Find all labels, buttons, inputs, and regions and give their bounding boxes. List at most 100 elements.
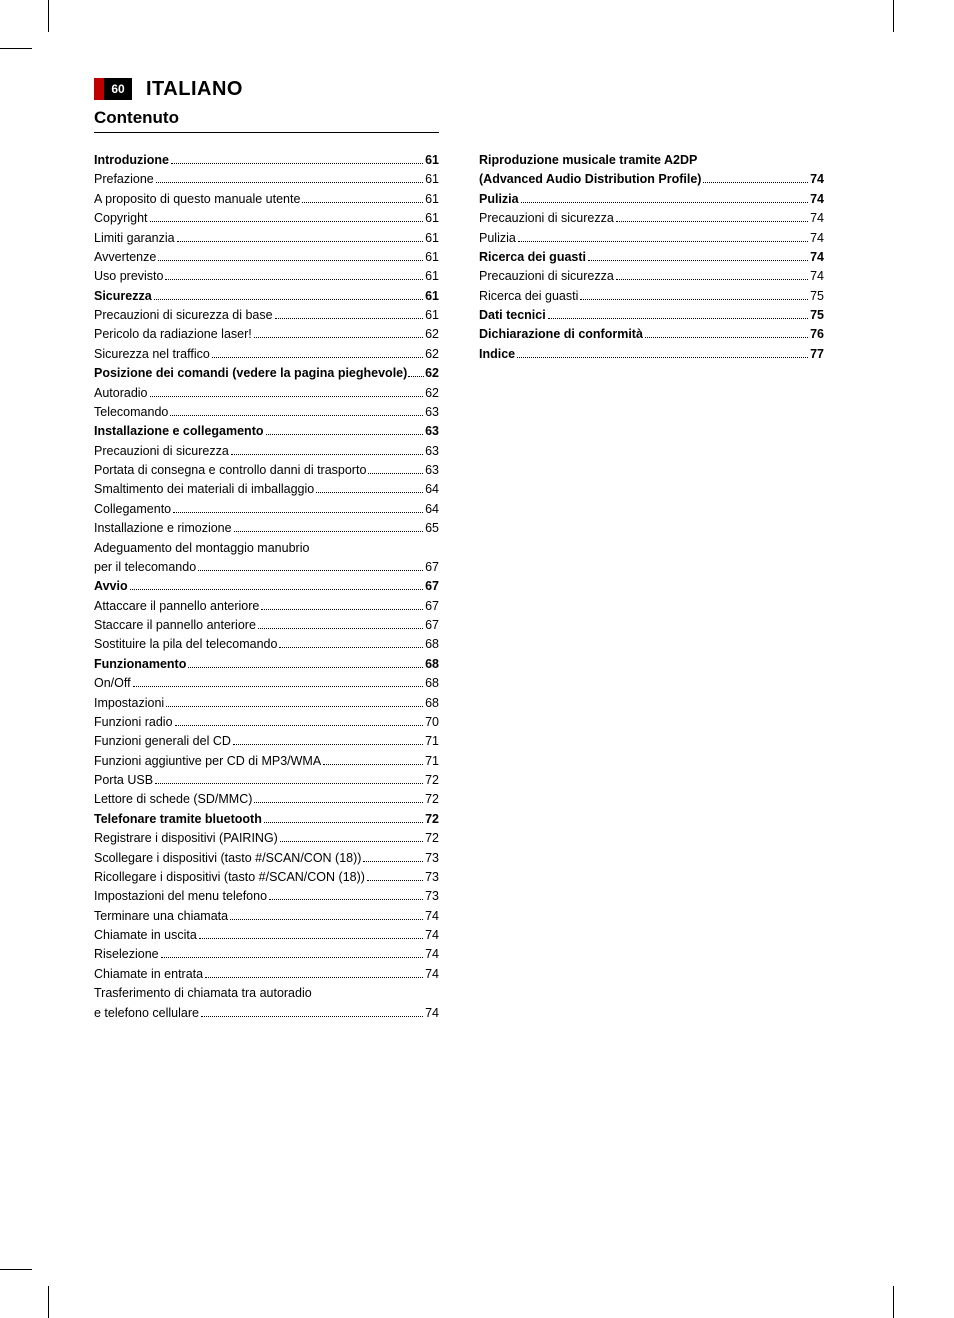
toc-label: Telefonare tramite bluetooth xyxy=(94,810,262,829)
toc-entry: Funzionamento68 xyxy=(94,655,439,674)
toc-entry: Precauzioni di sicurezza74 xyxy=(479,209,824,228)
toc-page-number: 64 xyxy=(425,500,439,519)
toc-page-number: 72 xyxy=(425,829,439,848)
toc-label: Avvio xyxy=(94,577,128,596)
toc-label: On/Off xyxy=(94,674,131,693)
toc-entry: Impostazioni del menu telefono73 xyxy=(94,887,439,906)
page-container: 60 ITALIANO Contenuto Introduzione61Pref… xyxy=(94,78,864,1023)
toc-page-number: 74 xyxy=(810,248,824,267)
toc-entry: Trasferimento di chiamata tra autoradio xyxy=(94,984,439,1003)
toc-entry: Riproduzione musicale tramite A2DP xyxy=(479,151,824,170)
toc-page-number: 67 xyxy=(425,616,439,635)
toc-page-number: 74 xyxy=(810,267,824,286)
toc-page-number: 74 xyxy=(425,1004,439,1023)
toc-leader-dots xyxy=(588,260,808,261)
toc-entry: Lettore di schede (SD/MMC)72 xyxy=(94,790,439,809)
toc-leader-dots xyxy=(254,802,423,803)
toc-label: Terminare una chiamata xyxy=(94,907,228,926)
toc-page-number: 61 xyxy=(425,287,439,306)
toc-page-number: 65 xyxy=(425,519,439,538)
toc-leader-dots xyxy=(177,241,424,242)
toc-page-number: 62 xyxy=(425,345,439,364)
toc-label: Registrare i dispositivi (PAIRING) xyxy=(94,829,278,848)
toc-label: (Advanced Audio Distribution Profile) xyxy=(479,170,701,189)
toc-page-number: 74 xyxy=(425,907,439,926)
toc-label: Sicurezza nel traffico xyxy=(94,345,210,364)
toc-leader-dots xyxy=(275,318,424,319)
toc-entry: Adeguamento del montaggio manubrio xyxy=(94,539,439,558)
toc-entry: Uso previsto61 xyxy=(94,267,439,286)
toc-leader-dots xyxy=(154,299,423,300)
toc-column-left: Introduzione61Prefazione61A proposito di… xyxy=(94,151,439,1023)
toc-page-number: 76 xyxy=(810,325,824,344)
toc-label: Installazione e collegamento xyxy=(94,422,264,441)
toc-leader-dots xyxy=(323,764,423,765)
toc-leader-dots xyxy=(133,686,424,687)
toc-page-number: 61 xyxy=(425,170,439,189)
toc-page-number: 70 xyxy=(425,713,439,732)
toc-leader-dots xyxy=(580,299,808,300)
toc-page-number: 74 xyxy=(425,926,439,945)
toc-entry: Posizione dei comandi (vedere la pagina … xyxy=(94,364,439,383)
toc-page-number: 61 xyxy=(425,190,439,209)
toc-leader-dots xyxy=(518,241,808,242)
toc-page-number: 63 xyxy=(425,442,439,461)
toc-entry: Dati tecnici75 xyxy=(479,306,824,325)
toc-leader-dots xyxy=(521,202,809,203)
toc-leader-dots xyxy=(548,318,808,319)
toc-label: Pulizia xyxy=(479,190,519,209)
toc-entry: Registrare i dispositivi (PAIRING) 72 xyxy=(94,829,439,848)
toc-leader-dots xyxy=(261,609,423,610)
toc-page-number: 68 xyxy=(425,635,439,654)
toc-label: Posizione dei comandi (vedere la pagina … xyxy=(94,364,407,383)
toc-page-number: 61 xyxy=(425,248,439,267)
toc-label: Pericolo da radiazione laser! xyxy=(94,325,252,344)
toc-leader-dots xyxy=(517,357,808,358)
toc-column-right: Riproduzione musicale tramite A2DP(Advan… xyxy=(479,151,824,1023)
toc-entry: Porta USB72 xyxy=(94,771,439,790)
toc-leader-dots xyxy=(156,182,423,183)
toc-entry: Dichiarazione di conformità76 xyxy=(479,325,824,344)
header-bar: 60 ITALIANO xyxy=(94,78,864,100)
crop-mark xyxy=(0,1269,32,1270)
toc-leader-dots xyxy=(231,454,423,455)
toc-entry: Ricerca dei guasti74 xyxy=(479,248,824,267)
toc-leader-dots xyxy=(161,957,423,958)
toc-label: Chiamate in uscita xyxy=(94,926,197,945)
toc-leader-dots xyxy=(150,396,424,397)
crop-mark xyxy=(893,0,894,32)
toc-leader-dots xyxy=(230,919,423,920)
crop-mark xyxy=(0,48,32,49)
crop-mark xyxy=(48,1286,49,1318)
toc-leader-dots xyxy=(254,337,423,338)
toc-label: Scollegare i dispositivi (tasto #/SCAN/C… xyxy=(94,849,361,868)
toc-entry: Limiti garanzia 61 xyxy=(94,229,439,248)
toc-page-number: 77 xyxy=(810,345,824,364)
toc-leader-dots xyxy=(158,260,423,261)
toc-label: Prefazione xyxy=(94,170,154,189)
toc-page-number: 67 xyxy=(425,597,439,616)
toc-entry: Pulizia74 xyxy=(479,229,824,248)
toc-label: Sostituire la pila del telecomando xyxy=(94,635,277,654)
toc-label: Riselezione xyxy=(94,945,159,964)
toc-leader-dots xyxy=(175,725,424,726)
toc-entry: Staccare il pannello anteriore67 xyxy=(94,616,439,635)
toc-page-number: 73 xyxy=(425,868,439,887)
toc-leader-dots xyxy=(201,1016,423,1017)
toc-label: Impostazioni xyxy=(94,694,164,713)
toc-page-number: 61 xyxy=(425,229,439,248)
toc-entry: Pulizia74 xyxy=(479,190,824,209)
toc-page-number: 68 xyxy=(425,674,439,693)
toc-label: Limiti garanzia xyxy=(94,229,175,248)
toc-leader-dots xyxy=(645,337,808,338)
toc-page-number: 62 xyxy=(425,384,439,403)
toc-label: Funzionamento xyxy=(94,655,186,674)
toc-page-number: 72 xyxy=(425,810,439,829)
toc-entry: Avvertenze61 xyxy=(94,248,439,267)
toc-leader-dots xyxy=(212,357,423,358)
toc-leader-dots xyxy=(703,182,808,183)
toc-leader-dots xyxy=(199,938,423,939)
toc-label: Smaltimento dei materiali di imballaggio xyxy=(94,480,314,499)
toc-page-number: 73 xyxy=(425,849,439,868)
toc-entry: Ricerca dei guasti75 xyxy=(479,287,824,306)
